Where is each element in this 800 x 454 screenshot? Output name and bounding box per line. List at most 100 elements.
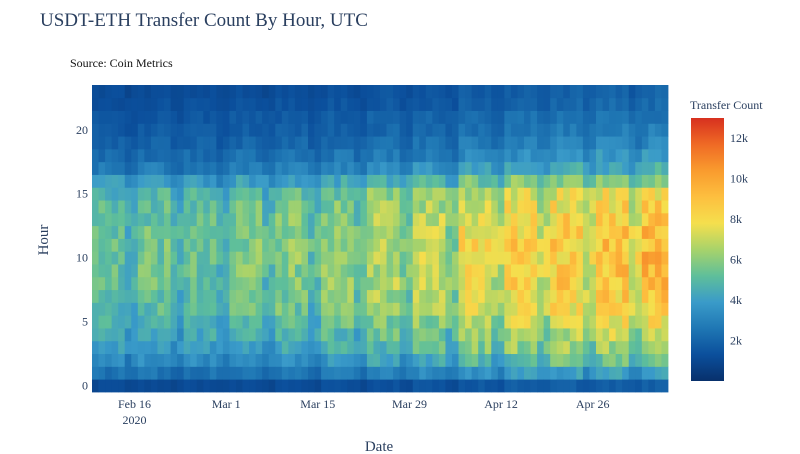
heatmap-cell (124, 161, 132, 175)
heatmap-cell (648, 136, 656, 150)
heatmap-cell (550, 315, 558, 329)
heatmap-cell (399, 276, 407, 291)
heatmap-cell (563, 328, 571, 342)
heatmap-cell (510, 110, 518, 124)
heatmap-cell (242, 212, 250, 227)
heatmap-cell (654, 110, 662, 124)
heatmap-cell (353, 315, 361, 329)
heatmap-cell (550, 264, 558, 278)
heatmap-cell (425, 353, 433, 367)
heatmap-cell (92, 366, 99, 380)
heatmap-cell (576, 238, 584, 252)
heatmap-cell (242, 289, 250, 303)
heatmap-cell (327, 328, 335, 342)
heatmap-cell (314, 161, 322, 175)
heatmap-cell (537, 174, 545, 188)
heatmap-cell (242, 97, 250, 111)
heatmap-cell (249, 238, 257, 252)
heatmap-cell (537, 187, 545, 201)
heatmap-cell (654, 264, 662, 278)
heatmap-cell (353, 379, 361, 393)
heatmap-cell (648, 289, 656, 303)
heatmap-cell (314, 123, 322, 137)
heatmap-cell (504, 353, 512, 367)
heatmap-cell (438, 366, 446, 380)
heatmap-cell (445, 187, 453, 201)
heatmap-cell (471, 161, 479, 175)
heatmap-cell (386, 379, 394, 393)
heatmap-cell (524, 200, 531, 214)
heatmap-cell (92, 110, 99, 124)
heatmap-cell (242, 110, 250, 124)
heatmap-cell (216, 315, 224, 329)
heatmap-cell (137, 251, 145, 265)
heatmap-cell (203, 136, 211, 150)
heatmap-cell (648, 379, 656, 393)
heatmap-cell (452, 174, 459, 188)
heatmap-cell (150, 97, 158, 111)
heatmap-cell (550, 238, 558, 252)
heatmap-cell (275, 302, 283, 316)
heatmap-cell (301, 315, 309, 329)
heatmap-cell (569, 136, 577, 150)
heatmap-cell (268, 302, 276, 316)
heatmap-cell (471, 123, 479, 137)
heatmap-cell (452, 251, 459, 265)
heatmap-cell (465, 302, 473, 316)
heatmap-cell (622, 353, 630, 367)
heatmap-cell (452, 340, 459, 355)
heatmap-cell (576, 212, 584, 227)
heatmap-cell (137, 238, 145, 252)
heatmap-cell (255, 110, 263, 124)
colorbar-tick-label: 8k (730, 212, 742, 226)
heatmap-cell (366, 123, 374, 137)
heatmap-cell (445, 85, 453, 99)
heatmap-cell (550, 289, 558, 303)
heatmap-cell (360, 200, 368, 214)
heatmap-cell (458, 161, 466, 175)
heatmap-cell (412, 366, 420, 380)
heatmap-cell (412, 264, 420, 278)
heatmap-cell (635, 123, 643, 137)
heatmap-cell (275, 340, 283, 355)
heatmap-cell (510, 123, 518, 137)
heatmap-cell (386, 289, 394, 303)
heatmap-cell (661, 340, 669, 355)
heatmap-cell (294, 110, 302, 124)
heatmap-cell (386, 110, 394, 124)
heatmap-cell (471, 85, 479, 99)
heatmap-cell (347, 328, 355, 342)
heatmap-cell (268, 379, 276, 393)
heatmap-cell (406, 302, 414, 316)
heatmap-cell (556, 212, 564, 227)
heatmap-cell (308, 315, 315, 329)
heatmap-cell (92, 276, 99, 291)
heatmap-cell (164, 315, 171, 329)
heatmap-cell (170, 315, 178, 329)
heatmap-cell (281, 302, 289, 316)
heatmap-cell (393, 200, 401, 214)
heatmap-cell (236, 276, 243, 291)
heatmap-cell (543, 200, 551, 214)
heatmap-cell (366, 379, 374, 393)
heatmap-cell (347, 353, 355, 367)
heatmap-cell (628, 187, 636, 201)
heatmap-cell (105, 366, 113, 380)
heatmap-cell (576, 85, 584, 99)
heatmap-cell (294, 161, 302, 175)
heatmap-cell (111, 225, 119, 239)
heatmap-cell (393, 315, 401, 329)
heatmap-cell (124, 353, 132, 367)
heatmap-cell (478, 97, 486, 111)
heatmap-cell (517, 315, 525, 329)
heatmap-cell (92, 289, 99, 303)
heatmap-cell (131, 225, 139, 239)
heatmap-cell (438, 276, 446, 291)
heatmap-cell (288, 97, 296, 111)
heatmap-cell (308, 328, 315, 342)
heatmap-cell (641, 315, 649, 329)
heatmap-cell (596, 353, 603, 367)
heatmap-cell (419, 110, 427, 124)
heatmap-cell (275, 200, 283, 214)
heatmap-cell (406, 238, 414, 252)
